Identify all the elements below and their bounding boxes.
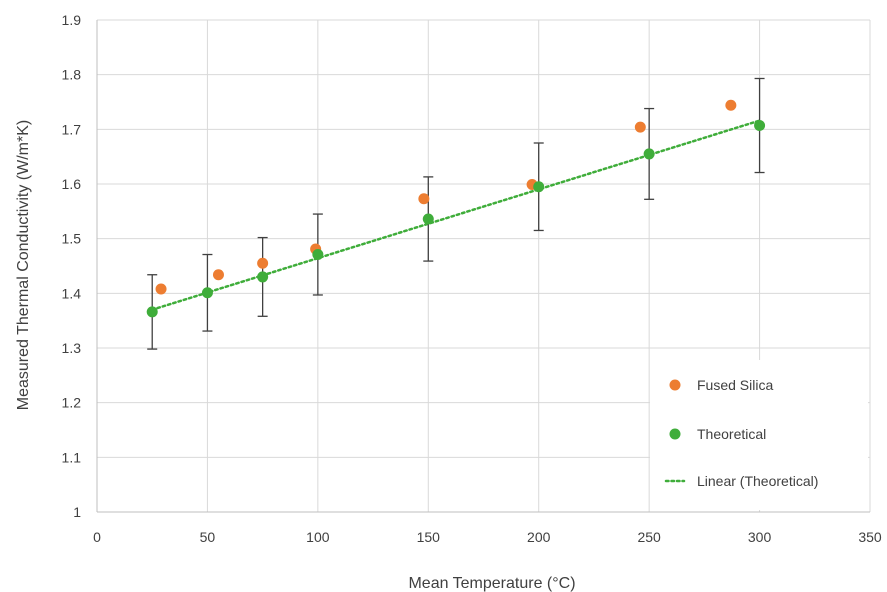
fused-silica-point [634,121,646,133]
x-tick-label: 250 [637,529,661,545]
legend: Fused Silica Theoretical Linear (Theoretic… [650,360,868,510]
theoretical-point [643,148,655,160]
fused-silica-point [257,257,269,269]
x-tick-label: 300 [748,529,772,545]
y-tick-label: 1.8 [62,67,82,83]
fused-silica-point [155,283,167,295]
y-axis-title: Measured Thermal Conductivity (W/m*K) [15,120,32,410]
legend-background [650,360,868,510]
y-tick-label: 1.1 [62,449,82,465]
y-tick-label: 1.4 [62,285,82,301]
x-tick-label: 100 [306,529,330,545]
y-tick-label: 1.2 [62,395,82,411]
axes: 0 50 100 150 200 250 300 350 1 1.1 1.2 1.3 1.4 1.5 1.6… [62,12,882,545]
y-tick-label: 1 [73,504,81,520]
theoretical-point [533,181,545,193]
x-axis-title: Mean Temperature (°C) [408,575,575,592]
theoretical-point [257,271,269,283]
theoretical-point [201,287,213,299]
theoretical-point [422,213,434,225]
y-tick-label: 1.3 [62,340,82,356]
trendline-layer [150,119,761,311]
theoretical-point [146,306,158,318]
fused-silica-point [212,269,224,281]
legend-fused-silica-label: Fused Silica [697,377,773,393]
x-tick-label: 150 [417,529,441,545]
fused-silica-point [418,193,430,205]
legend-linear-theoretical-label: Linear (Theoretical) [697,473,818,489]
x-tick-label: 0 [93,529,101,545]
legend-fused-silica-marker [669,379,681,391]
x-tick-label: 350 [858,529,882,545]
y-tick-label: 1.7 [62,121,82,137]
y-tick-label: 1.6 [62,176,82,192]
data-points [146,99,766,318]
trendline [150,119,761,311]
theoretical-point [754,120,766,132]
y-tick-label: 1.9 [62,12,82,28]
theoretical-point [312,249,324,261]
fused-silica-point [725,99,737,111]
legend-theoretical-marker [669,428,681,440]
x-tick-label: 200 [527,529,551,545]
x-tick-label: 50 [200,529,216,545]
error-bars [147,77,765,350]
y-tick-label: 1.5 [62,231,82,247]
legend-theoretical-label: Theoretical [697,426,766,442]
